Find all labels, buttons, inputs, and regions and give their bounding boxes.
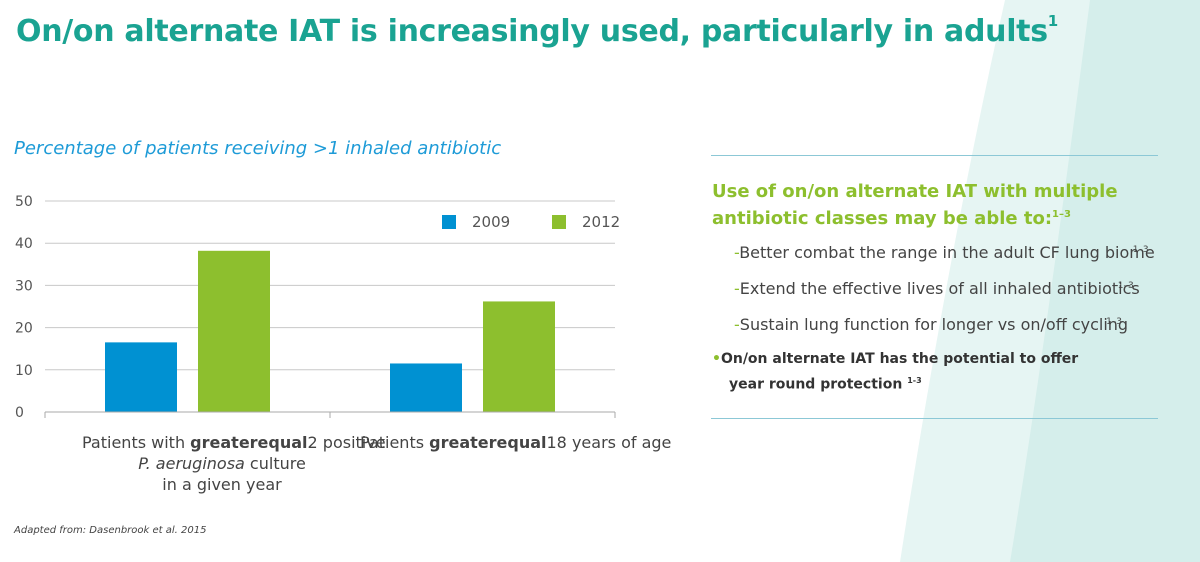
y-tick-label: 50 bbox=[15, 194, 33, 210]
y-tick-label: 40 bbox=[15, 236, 33, 252]
chart-title: Percentage of patients receiving >1 inha… bbox=[14, 138, 502, 159]
panel-heading: Use of on/on alternate IAT with multiple… bbox=[712, 181, 1118, 229]
page-title: On/on alternate IAT is increasingly used… bbox=[16, 12, 1058, 49]
source-note: Adapted from: Dasenbrook et al. 2015 bbox=[14, 525, 207, 536]
legend: 2009 2012 bbox=[442, 213, 620, 231]
bars bbox=[105, 250, 555, 412]
divider-bottom bbox=[711, 418, 1158, 419]
y-tick-label: 20 bbox=[15, 321, 33, 337]
y-tick-label: 0 bbox=[15, 405, 24, 421]
legend-label-2009: 2009 bbox=[472, 213, 510, 231]
bar-chart: 0 10 20 30 40 50 2009 2012 bbox=[15, 194, 620, 421]
y-tick-label: 10 bbox=[15, 363, 33, 379]
divider-top bbox=[711, 155, 1158, 156]
bar-2009-2 bbox=[390, 363, 462, 412]
y-tick-label: 30 bbox=[15, 278, 33, 294]
bar-2009-1 bbox=[105, 342, 177, 412]
category-label-1: Patients with greaterequal2 positive P. … bbox=[82, 433, 386, 494]
legend-swatch-2012 bbox=[552, 215, 566, 229]
legend-swatch-2009 bbox=[442, 215, 456, 229]
panel-bullet: •On/on alternate IAT has the potential t… bbox=[712, 351, 1079, 393]
bar-2012-1 bbox=[198, 250, 270, 412]
panel-item-3: -Sustain lung function for longer vs on/… bbox=[734, 315, 1129, 334]
panel-item-1: -Better combat the range in the adult CF… bbox=[734, 243, 1155, 262]
category-label-2: Patients greaterequal18 years of age bbox=[360, 433, 672, 452]
bar-2012-2 bbox=[483, 301, 555, 412]
legend-label-2012: 2012 bbox=[582, 213, 620, 231]
y-axis-ticks: 0 10 20 30 40 50 bbox=[15, 194, 33, 421]
panel-item-2: -Extend the effective lives of all inhal… bbox=[734, 279, 1140, 298]
